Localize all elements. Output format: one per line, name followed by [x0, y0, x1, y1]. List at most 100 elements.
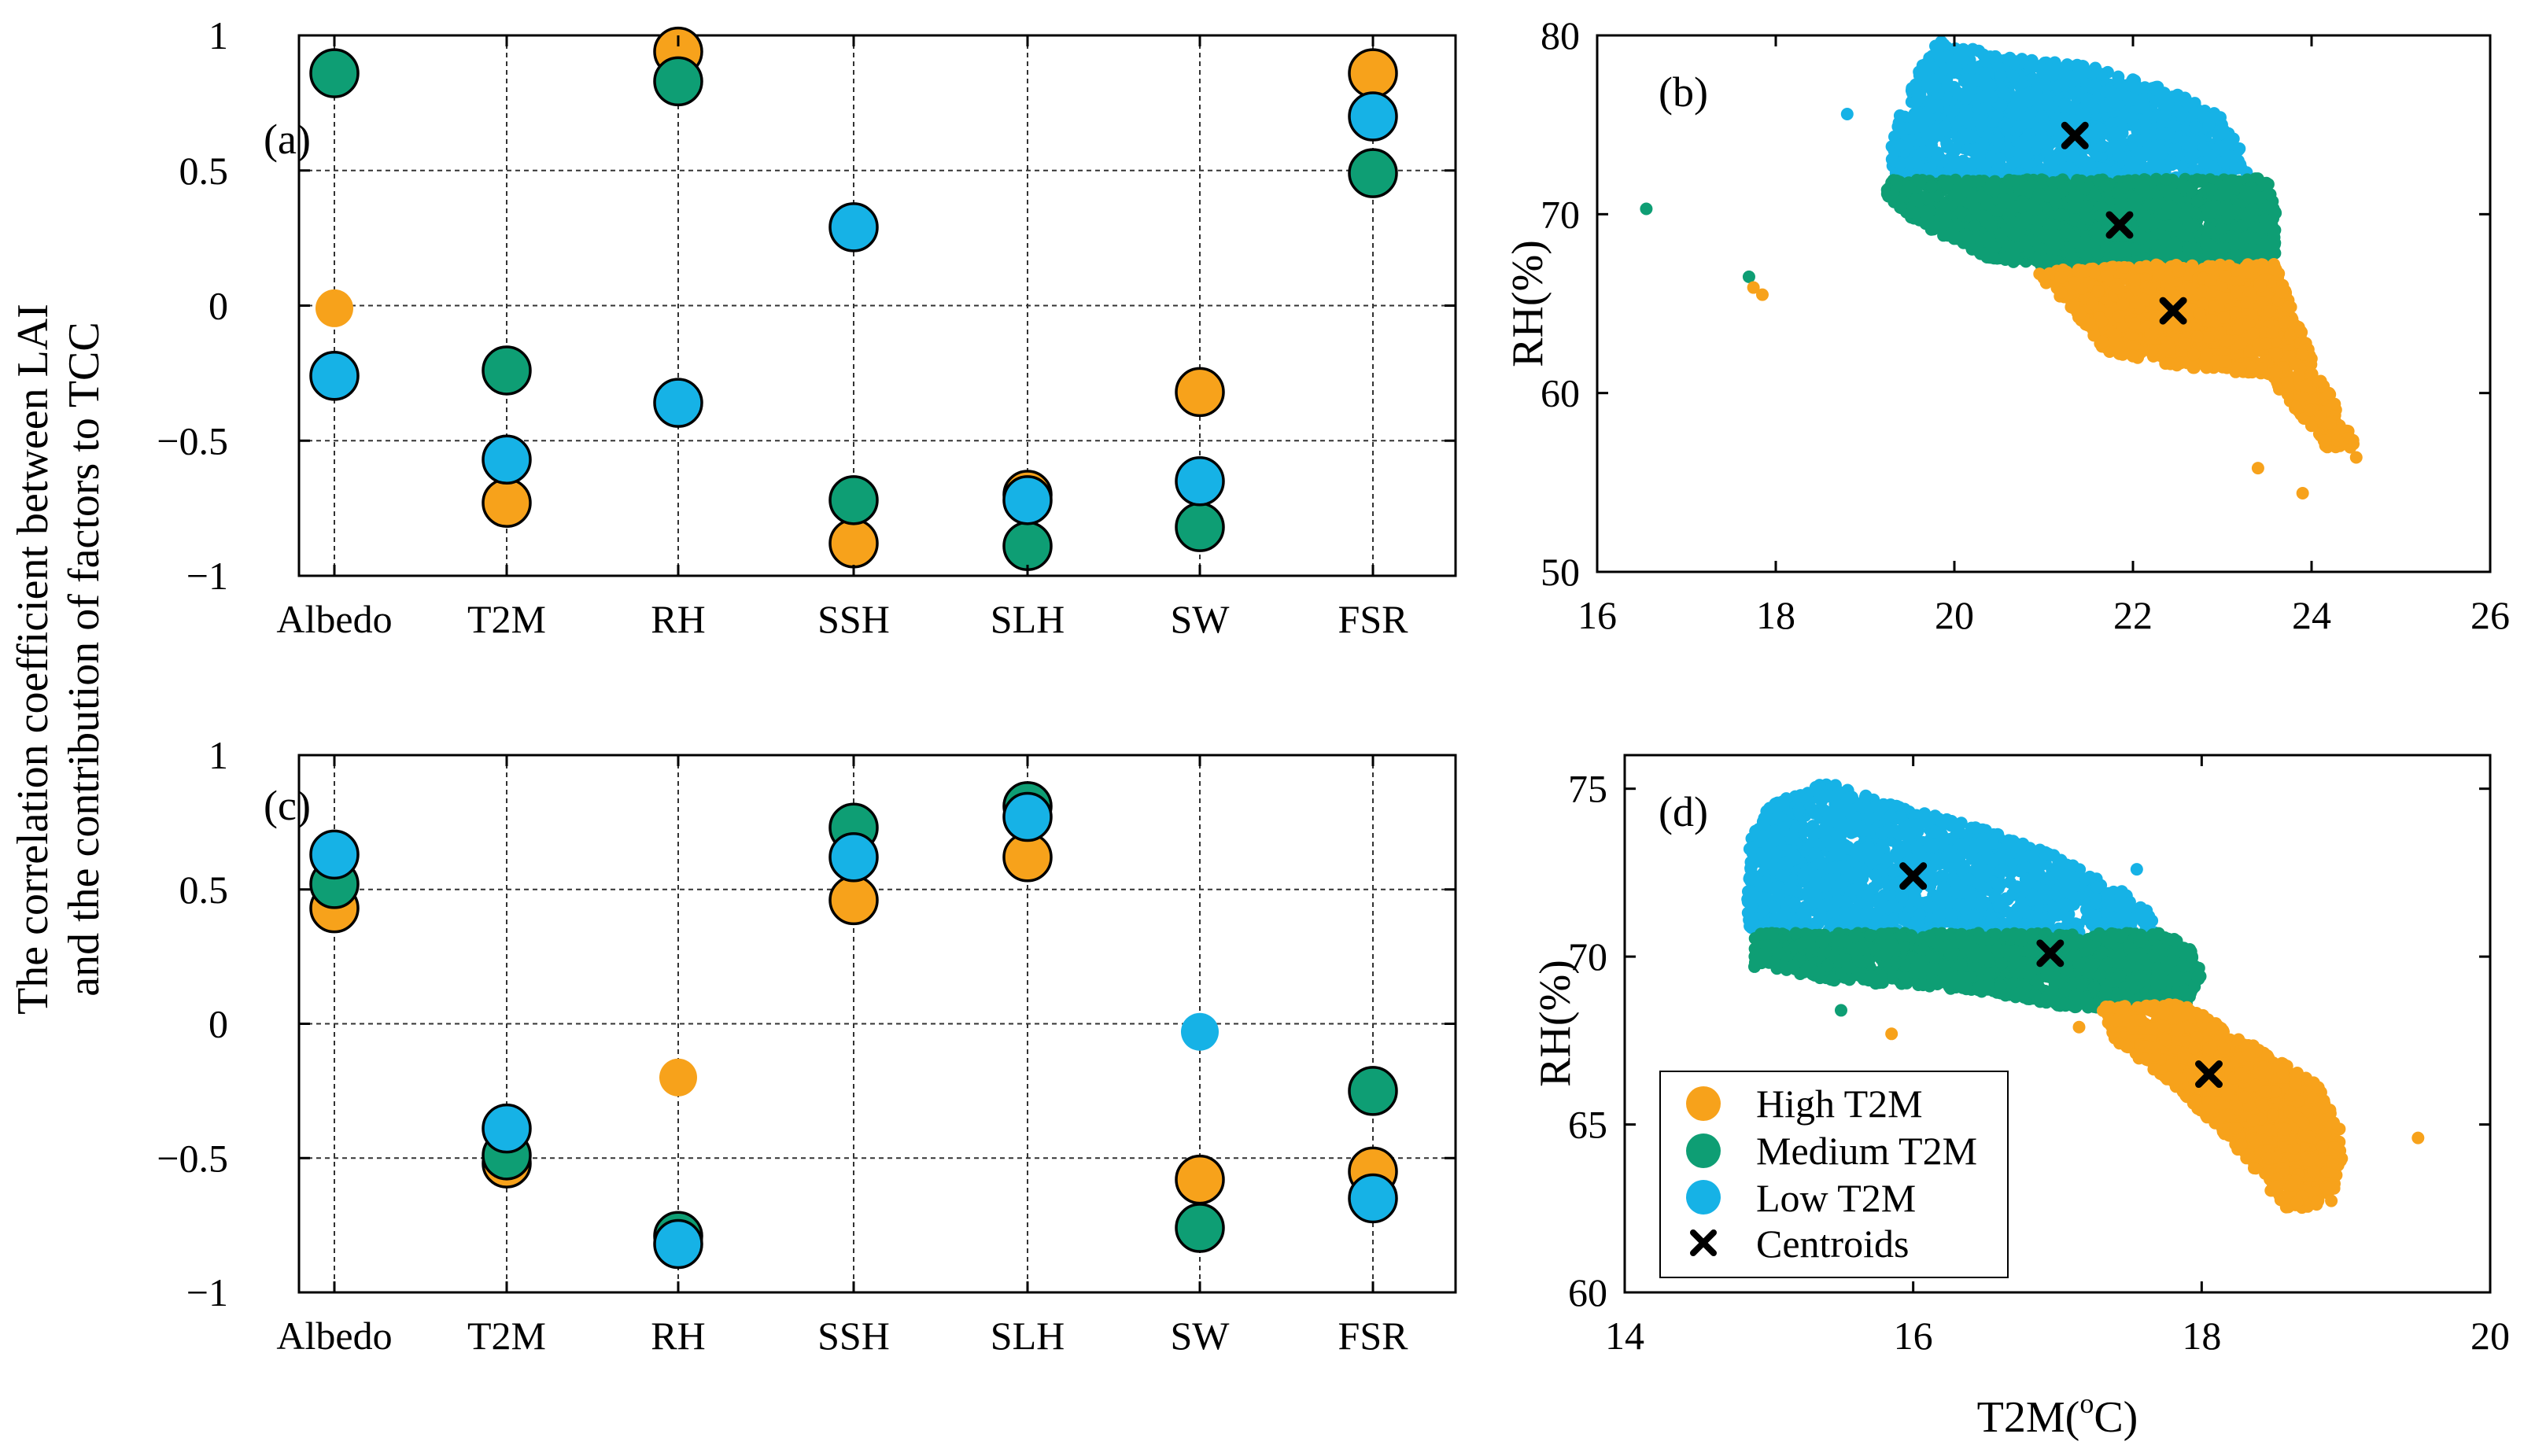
cloud-point-low [1894, 138, 1906, 152]
cloud-point-medium [2230, 175, 2243, 189]
cloud-point-low [2133, 95, 2146, 109]
cloud-point-low [1946, 105, 1959, 118]
cloud-point-low [1972, 150, 1986, 164]
cloud-point-low [2083, 130, 2097, 143]
cloud-point-medium [2215, 223, 2228, 235]
cloud-point-medium [2020, 180, 2034, 194]
cloud-point-medium [2146, 216, 2159, 230]
marker-high-sw [1175, 367, 1225, 418]
cloud-point-medium [2168, 238, 2181, 250]
cloud-point-low [2178, 135, 2191, 148]
cloud-point-medium [2046, 185, 2059, 198]
marker-medium-rh [653, 56, 703, 107]
cloud-point-low [2031, 81, 2044, 94]
panel-b-clouds [1880, 35, 2360, 454]
cloud-point-low [2144, 111, 2157, 124]
cloud-point-medium [2180, 229, 2194, 242]
cloud-point-medium [1916, 205, 1929, 218]
cloud-point-medium [2151, 195, 2164, 208]
cloud-point-low [2188, 106, 2201, 120]
cloud-point-low [2062, 160, 2076, 174]
cloud-point-low [2076, 71, 2088, 84]
marker-low-albedo [309, 351, 360, 401]
cloud-point-medium [2016, 195, 2029, 208]
cloud-point-low [2124, 156, 2137, 169]
cloud-point-medium [2100, 240, 2113, 253]
cloud-point-medium [2160, 173, 2173, 186]
cloud-point-medium [2043, 234, 2057, 247]
cloud-point-low [2109, 94, 2123, 106]
cloud-point-medium [2263, 238, 2276, 251]
cloud-point-medium [1972, 175, 1986, 187]
y-tick-label: 1 [208, 13, 228, 57]
cloud-point-medium [1913, 175, 1927, 188]
cloud-point-medium [2100, 179, 2113, 193]
cloud-point-medium [1954, 206, 1968, 219]
cloud-point-low [2066, 149, 2079, 163]
cloud-point-low [2229, 162, 2242, 175]
cloud-point-low [1944, 61, 1957, 75]
cloud-point-low [1910, 94, 1924, 108]
x-tick-label: T2M [467, 597, 546, 641]
cloud-point-medium [2153, 247, 2166, 260]
cloud-point-low [2109, 125, 2122, 138]
cloud-point-medium [2159, 185, 2172, 198]
cloud-point-medium [2245, 189, 2259, 202]
panel-a-label: (a) [264, 116, 311, 163]
marker-medium-sw [1175, 502, 1225, 552]
marker-medium-fsr [1348, 148, 1398, 198]
cloud-point-low [2161, 127, 2174, 141]
cloud-point-medium [1969, 219, 1981, 233]
cloud-point-low [2217, 156, 2231, 169]
marker-medium-slh [1002, 521, 1053, 571]
cloud-point-medium [1930, 220, 1943, 234]
cloud-point-medium [2223, 203, 2235, 216]
cloud-point-low [1991, 135, 2005, 147]
cloud-point-medium [2127, 193, 2140, 206]
cloud-point-medium [2062, 226, 2076, 239]
cloud-point-low [2095, 139, 2109, 153]
cloud-point-medium [2200, 238, 2213, 250]
cloud-point-medium [2201, 224, 2215, 238]
cloud-point-low [1952, 157, 1965, 170]
marker-medium-t2m [482, 345, 532, 396]
cloud-point-low [2122, 93, 2135, 106]
cloud-point-medium [2054, 208, 2068, 222]
cloud-point-low [1976, 102, 1990, 116]
cloud-point-low [2060, 62, 2073, 76]
cloud-point-medium [2088, 190, 2101, 202]
cloud-point-low [2152, 138, 2165, 152]
cloud-point-medium [1890, 174, 1903, 187]
marker-high-albedo [316, 289, 353, 327]
marker-high-ssh [828, 518, 879, 569]
cloud-point-medium [2081, 212, 2094, 226]
cloud-point-low [1932, 149, 1945, 162]
marker-low-rh [653, 378, 703, 428]
cloud-point-medium [2005, 248, 2018, 261]
cloud-point-low [1961, 131, 1974, 145]
cloud-point-medium [2190, 194, 2204, 208]
cloud-point-low [2065, 102, 2079, 116]
cloud-point-low [2044, 155, 2057, 168]
cloud-point-low [1930, 123, 1943, 137]
cloud-point-medium [2189, 206, 2202, 219]
cloud-point-low [2050, 113, 2063, 127]
cloud-point-low [1994, 98, 2008, 112]
cloud-point-low [1956, 50, 1969, 64]
y-tick-label: −0.5 [157, 418, 228, 463]
cloud-point-medium [2015, 216, 2028, 230]
cloud-point-low [1963, 116, 1976, 130]
cloud-point-low [2042, 138, 2055, 152]
cloud-point-medium [2208, 199, 2221, 212]
cloud-point-low [1928, 80, 1942, 94]
cloud-point-low [2004, 54, 2017, 68]
cloud-point-low [1922, 162, 1935, 175]
cloud-point-low [1893, 120, 1906, 133]
cloud-point-low [2013, 109, 2026, 122]
cloud-point-low [1931, 98, 1944, 112]
cloud-point-medium [1985, 177, 1998, 190]
panel-a-marks [309, 26, 1398, 571]
x-tick-label: SSH [817, 597, 890, 641]
cloud-point-low [1916, 59, 1929, 72]
